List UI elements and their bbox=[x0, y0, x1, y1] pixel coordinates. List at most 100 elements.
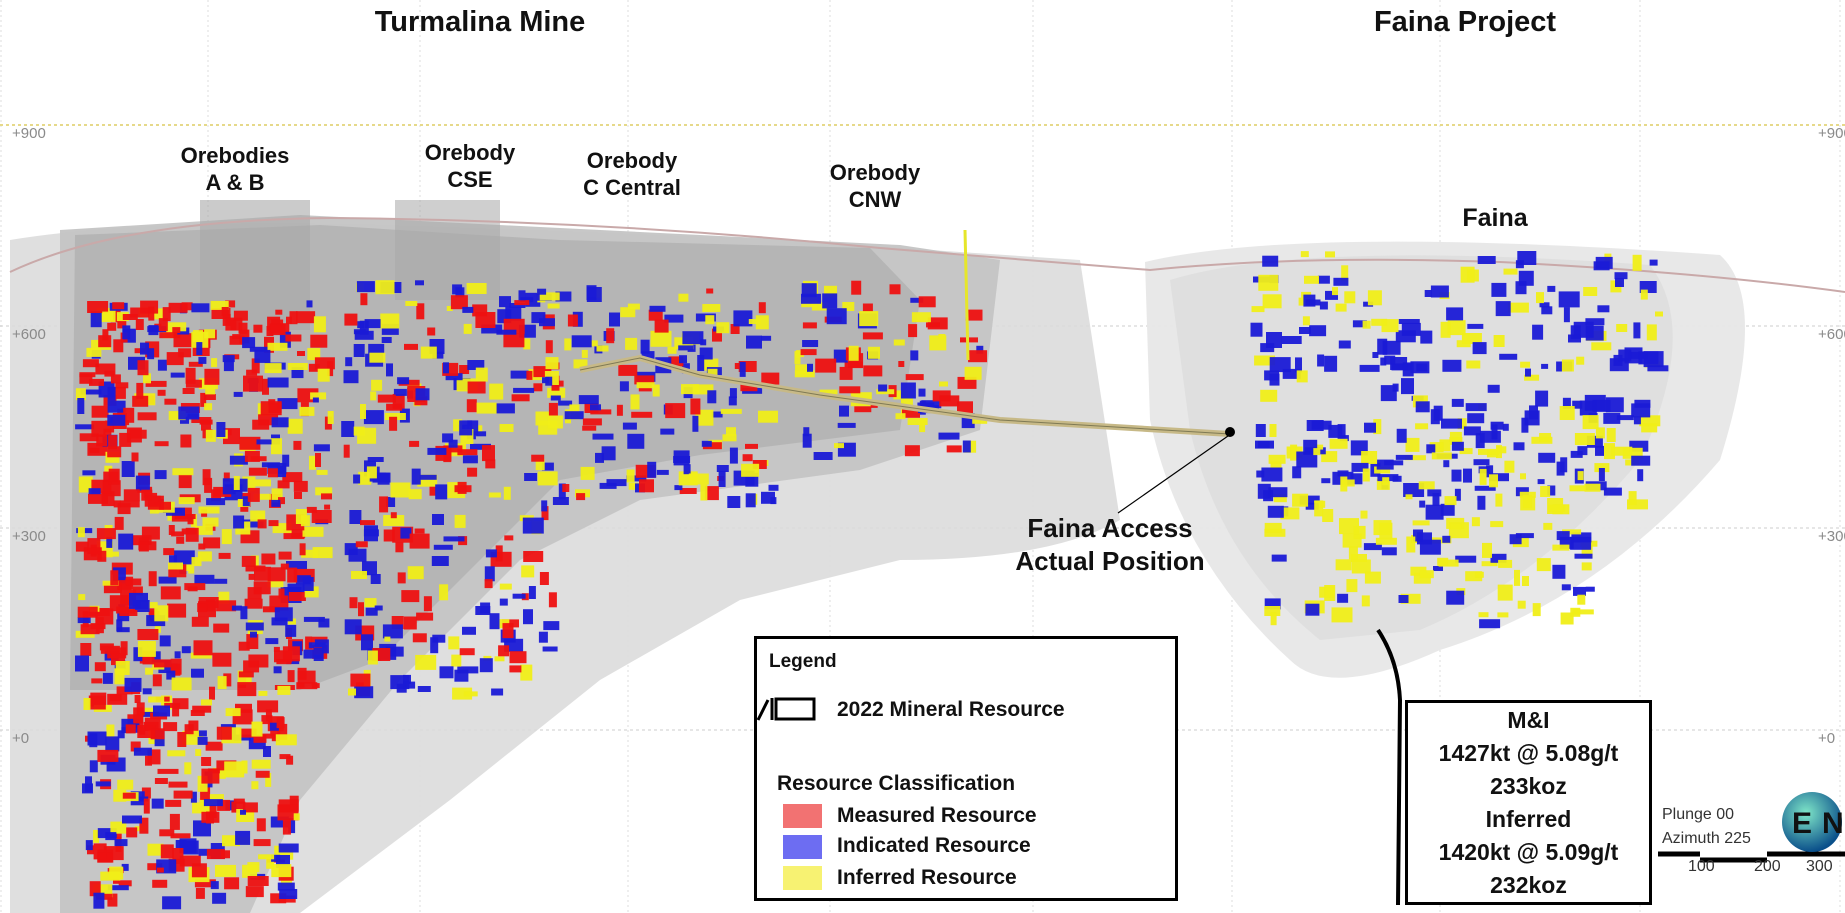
faina-access-line2: Actual Position bbox=[1015, 546, 1205, 576]
resource-block bbox=[77, 398, 85, 414]
resource-block bbox=[369, 352, 386, 363]
resource-block bbox=[272, 523, 292, 534]
resource-block bbox=[667, 346, 677, 354]
resource-block bbox=[178, 497, 195, 505]
resource-block bbox=[1641, 423, 1658, 433]
resource-block bbox=[452, 687, 473, 700]
resource-block bbox=[192, 802, 204, 814]
resource-block bbox=[430, 637, 439, 654]
resource-block bbox=[251, 781, 259, 790]
resource-block bbox=[1517, 600, 1526, 609]
resource-block bbox=[151, 798, 164, 809]
resource-block bbox=[123, 489, 140, 502]
resource-block bbox=[889, 284, 901, 295]
resource-block bbox=[839, 366, 853, 380]
resource-block bbox=[380, 313, 400, 329]
resource-block bbox=[647, 461, 657, 478]
resource-block bbox=[306, 300, 313, 308]
resource-block bbox=[278, 799, 299, 813]
resource-block bbox=[543, 621, 560, 631]
resource-block bbox=[712, 328, 722, 342]
resource-block bbox=[842, 302, 855, 311]
resource-block bbox=[75, 630, 95, 638]
resource-block bbox=[1258, 274, 1279, 291]
orebody-cc-blocks bbox=[531, 285, 780, 508]
resource-block bbox=[120, 641, 128, 656]
resource-block bbox=[240, 606, 248, 620]
resource-block bbox=[175, 840, 187, 848]
resource-block bbox=[248, 467, 267, 476]
resource-block bbox=[1319, 301, 1328, 310]
resource-block bbox=[114, 516, 124, 530]
resource-block bbox=[225, 800, 237, 811]
resource-block bbox=[537, 288, 547, 295]
resource-block bbox=[1322, 509, 1334, 522]
resource-block bbox=[1537, 479, 1545, 485]
resource-block bbox=[1491, 424, 1498, 440]
resource-block bbox=[251, 721, 263, 737]
resource-block bbox=[247, 487, 260, 502]
resource-block bbox=[361, 634, 373, 651]
resource-block bbox=[1605, 397, 1624, 413]
resource-block bbox=[345, 357, 353, 367]
resource-block bbox=[393, 388, 407, 396]
resource-block bbox=[313, 316, 326, 333]
resource-block bbox=[1509, 534, 1522, 545]
resource-block bbox=[168, 302, 188, 313]
resource-block bbox=[289, 311, 298, 325]
resource-block bbox=[154, 659, 171, 668]
resource-block bbox=[224, 877, 240, 890]
resource-block bbox=[255, 770, 270, 778]
resource-block bbox=[267, 468, 278, 478]
resource-block bbox=[87, 731, 107, 746]
resource-block bbox=[739, 361, 746, 377]
resource-block bbox=[1595, 427, 1605, 439]
resource-block bbox=[256, 439, 272, 445]
resource-block bbox=[523, 338, 531, 350]
resource-block bbox=[242, 337, 256, 349]
resource-block bbox=[144, 495, 161, 507]
resource-block bbox=[87, 301, 109, 313]
resource-block bbox=[1401, 378, 1414, 395]
resource-block bbox=[578, 395, 599, 405]
resource-block bbox=[1515, 533, 1534, 539]
resource-block bbox=[1459, 448, 1473, 455]
resource-block bbox=[654, 319, 669, 333]
resource-block bbox=[1298, 297, 1305, 306]
resource-block bbox=[704, 486, 719, 501]
resource-block bbox=[139, 655, 150, 664]
resource-block bbox=[1439, 439, 1451, 452]
orebody-cnw-blocks bbox=[794, 280, 988, 460]
resource-block bbox=[390, 512, 397, 519]
resource-block bbox=[271, 864, 292, 878]
resource-block bbox=[1478, 448, 1499, 455]
resource-block bbox=[224, 761, 245, 778]
legend-label-indicated: Indicated Resource bbox=[837, 834, 1031, 857]
resource-block bbox=[215, 864, 236, 877]
resource-block bbox=[538, 631, 548, 643]
resource-block bbox=[1410, 566, 1427, 576]
resource-block bbox=[77, 527, 85, 538]
title-turmalina: Turmalina Mine bbox=[374, 6, 586, 38]
resource-block bbox=[1296, 451, 1318, 468]
resource-block bbox=[245, 565, 266, 572]
resource-block bbox=[348, 548, 367, 562]
resource-block bbox=[595, 452, 604, 463]
resource-block bbox=[596, 345, 609, 352]
resource-block bbox=[312, 397, 319, 403]
resource-block bbox=[592, 433, 614, 440]
resource-block bbox=[383, 529, 395, 542]
resource-block bbox=[397, 572, 406, 584]
resource-block bbox=[640, 339, 650, 354]
faina-upper-blocks bbox=[1250, 251, 1669, 510]
resource-block bbox=[344, 619, 362, 635]
resource-block bbox=[1335, 303, 1347, 312]
resource-block bbox=[716, 465, 729, 472]
resource-block bbox=[893, 339, 905, 346]
resource-block bbox=[545, 357, 559, 370]
compass-letter-e: E bbox=[1792, 807, 1812, 840]
resource-block bbox=[682, 331, 704, 345]
resource-block bbox=[1547, 485, 1556, 496]
resource-block bbox=[287, 670, 295, 683]
resource-block bbox=[225, 708, 241, 717]
